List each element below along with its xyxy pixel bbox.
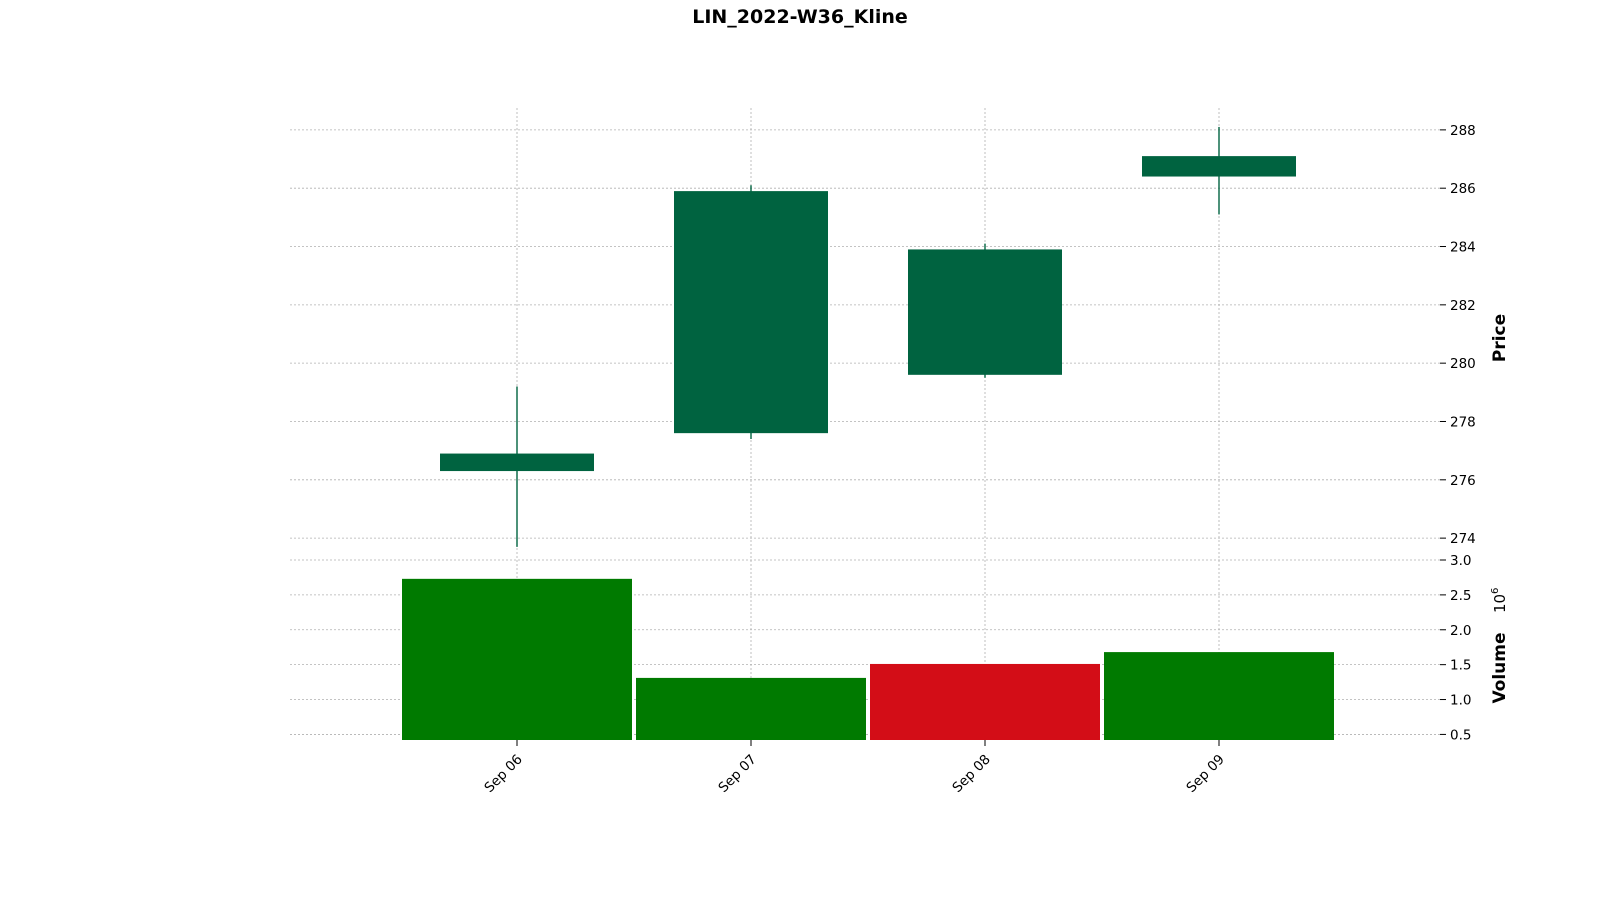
volume-tick-label: 2.0 — [1450, 623, 1471, 639]
volume-multiplier-exponent: 6 — [1490, 588, 1501, 594]
volume-axis-label: Volume — [1490, 632, 1510, 703]
price-tick-label: 288 — [1450, 123, 1476, 139]
volume-tick-label: 2.5 — [1450, 588, 1471, 604]
price-tick-label: 282 — [1450, 298, 1476, 314]
volume-tick-label: 1.0 — [1450, 693, 1471, 709]
volume-tick-label: 0.5 — [1450, 727, 1471, 743]
volume-bar — [402, 578, 632, 740]
candle-body — [1142, 156, 1296, 177]
volume-bar — [1104, 652, 1334, 740]
volume-tick-label: 1.5 — [1450, 658, 1471, 674]
candle-body — [440, 453, 594, 472]
volume-series — [402, 578, 1334, 740]
candlestick-series — [440, 126, 1296, 547]
price-tick-label: 278 — [1450, 414, 1476, 430]
price-tick-label: 274 — [1450, 531, 1476, 547]
price-tick-label: 286 — [1450, 181, 1476, 197]
volume-axis-label-group: Volume 10 6 — [1490, 588, 1510, 704]
volume-tick-label: 3.0 — [1450, 553, 1471, 569]
candle-body — [674, 191, 828, 434]
price-tick-label: 280 — [1450, 356, 1476, 372]
x-tick-label: Sep 08 — [949, 752, 993, 796]
chart-title: LIN_2022-W36_Kline — [692, 6, 908, 28]
price-axis-label: Price — [1490, 314, 1510, 362]
x-tick-label: Sep 06 — [481, 752, 525, 796]
price-tick-label: 276 — [1450, 473, 1476, 489]
price-tick-label: 284 — [1450, 240, 1476, 256]
x-tick-label: Sep 09 — [1183, 752, 1227, 796]
volume-bar — [870, 663, 1100, 740]
volume-bar — [636, 677, 866, 740]
candle-body — [908, 249, 1062, 375]
x-tick-label: Sep 07 — [715, 752, 759, 796]
volume-multiplier-label: 10 — [1491, 594, 1509, 613]
